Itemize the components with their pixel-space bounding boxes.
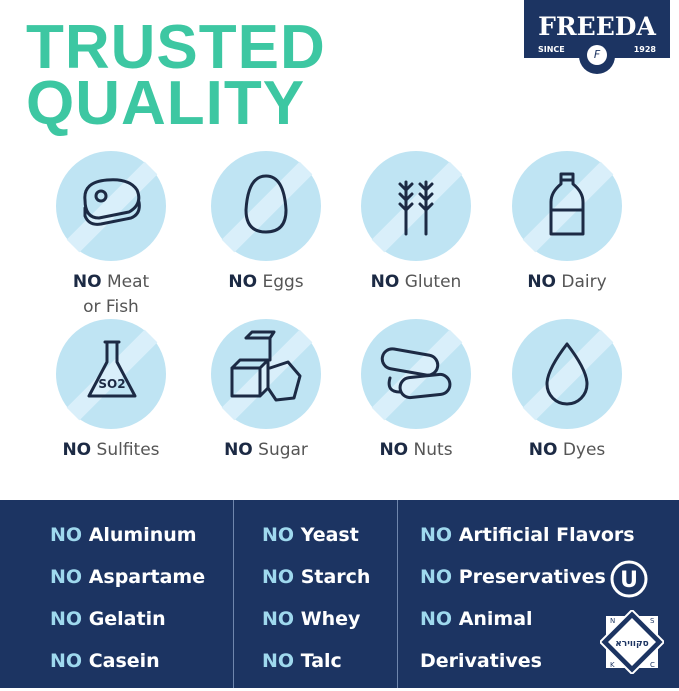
exclusion-item: NO Preservatives <box>420 566 606 588</box>
exclusion-item: NO Gelatin <box>50 608 166 630</box>
kosher-seal-icon: סקווירא N S K C <box>600 610 664 674</box>
exclusion-item: NO Starch <box>262 566 371 588</box>
exclusion-item: NO Talc <box>262 650 342 672</box>
svg-text:K: K <box>610 661 615 669</box>
drop-icon <box>512 319 622 429</box>
ou-kosher-icon: U <box>610 560 648 598</box>
icon-item-dairy: NO Dairy <box>492 150 642 295</box>
wheat-icon <box>361 151 471 261</box>
milk-bottle-icon <box>512 151 622 261</box>
svg-text:C: C <box>650 661 655 669</box>
freeda-logo: FREEDA SINCE 1928 F <box>524 0 670 74</box>
page-title: TRUSTED QUALITY <box>26 13 326 138</box>
svg-text:SO2: SO2 <box>98 377 125 391</box>
icon-item-sugar: NO Sugar <box>191 318 341 463</box>
svg-text:S: S <box>650 617 655 625</box>
steak-icon <box>56 151 166 261</box>
svg-text:סקווירא: סקווירא <box>615 639 649 649</box>
sugar-cubes-icon <box>211 319 321 429</box>
nuts-icon <box>361 319 471 429</box>
svg-text:N: N <box>610 617 615 625</box>
flask-icon: SO2 <box>56 319 166 429</box>
icon-item-dyes: NO Dyes <box>492 318 642 463</box>
icon-item-meat: NO Meat or Fish <box>36 150 186 320</box>
icon-item-nuts: NO Nuts <box>341 318 491 463</box>
exclusion-item: NO Yeast <box>262 524 359 546</box>
exclusion-item: NO Whey <box>262 608 361 630</box>
exclusion-item: NO Aluminum <box>50 524 197 546</box>
icon-item-gluten: NO Gluten <box>341 150 491 295</box>
exclusion-item: NO Animal <box>420 608 533 630</box>
exclusion-item: Derivatives <box>420 650 542 672</box>
exclusion-item: NO Casein <box>50 650 160 672</box>
egg-icon <box>211 151 321 261</box>
svg-text:U: U <box>620 568 638 593</box>
exclusion-item: NO Aspartame <box>50 566 206 588</box>
exclusions-panel: NO Aluminum NO Aspartame NO Gelatin NO Case… <box>0 500 679 688</box>
exclusion-item: NO Artificial Flavors <box>420 524 635 546</box>
icon-item-sulfites: SO2 NO Sulfites <box>36 318 186 463</box>
icon-item-eggs: NO Eggs <box>191 150 341 295</box>
